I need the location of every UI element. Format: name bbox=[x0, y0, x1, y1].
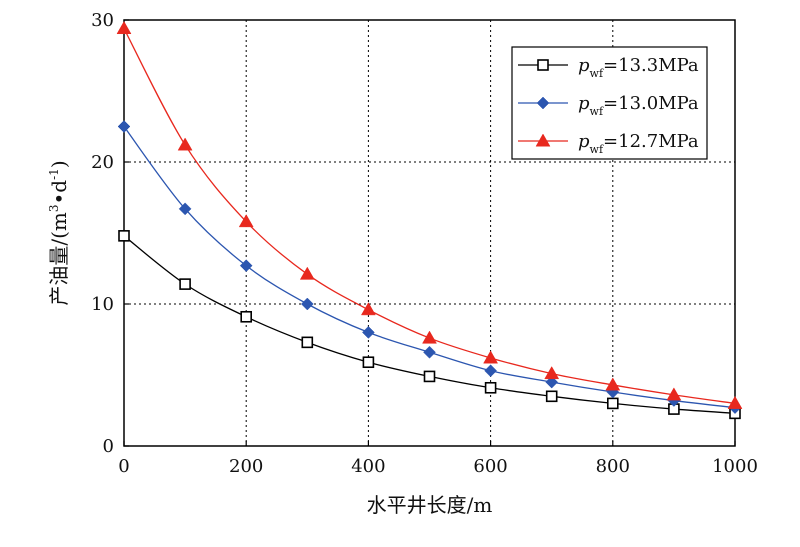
y-axis-label-end: ) bbox=[47, 160, 71, 168]
data-point bbox=[727, 395, 743, 409]
data-point bbox=[301, 336, 314, 349]
data-point bbox=[423, 345, 436, 359]
legend-label: pwf=13.3MPa bbox=[578, 55, 699, 80]
x-axis-label: 水平井长度/m bbox=[367, 493, 493, 517]
legend-label: pwf=12.7MPa bbox=[578, 131, 699, 156]
data-point bbox=[423, 370, 436, 383]
x-tick-label: 800 bbox=[596, 456, 630, 477]
data-point bbox=[544, 366, 560, 380]
data-point bbox=[362, 326, 375, 339]
series-line bbox=[123, 235, 736, 414]
legend-marker bbox=[535, 133, 551, 147]
legend-label-value: =12.7MPa bbox=[603, 131, 699, 152]
series-3 bbox=[116, 21, 743, 409]
data-point bbox=[545, 375, 559, 389]
data-point bbox=[606, 397, 619, 410]
y-axis-label: 产油量/(m3•d-1) bbox=[47, 160, 71, 305]
legend-label-prefix: p bbox=[578, 93, 590, 114]
legend-label-subscript: wf bbox=[590, 67, 604, 80]
data-point bbox=[666, 387, 682, 401]
legend-label-subscript: wf bbox=[590, 143, 604, 156]
data-point bbox=[422, 330, 437, 344]
y-axis-label-mid: •d bbox=[47, 180, 71, 205]
legend-marker bbox=[537, 59, 549, 71]
data-point bbox=[362, 356, 375, 369]
data-point bbox=[483, 350, 499, 364]
series-line bbox=[123, 28, 736, 405]
data-point bbox=[177, 137, 193, 151]
legend-label-prefix: p bbox=[578, 55, 590, 76]
series-2 bbox=[117, 120, 742, 415]
data-point bbox=[238, 214, 254, 228]
series-layer bbox=[116, 21, 743, 420]
data-point bbox=[484, 364, 497, 378]
data-point bbox=[299, 266, 315, 280]
legend-label-subscript: wf bbox=[590, 105, 604, 118]
legend-label-value: =13.0MPa bbox=[603, 93, 699, 114]
axis-ticks: 0 200 400 600 800 1000 0 10 20 30 bbox=[91, 10, 758, 477]
data-point bbox=[117, 120, 131, 133]
legend-marker bbox=[536, 96, 550, 110]
legend-label-value: =13.3MPa bbox=[603, 55, 699, 76]
data-point bbox=[545, 390, 558, 403]
data-point bbox=[178, 202, 192, 216]
data-point bbox=[484, 381, 497, 394]
data-point bbox=[605, 377, 621, 391]
y-axis-label-sup1: 3 bbox=[47, 204, 61, 212]
data-point bbox=[118, 230, 130, 242]
data-point bbox=[360, 302, 376, 316]
x-tick-label: 200 bbox=[229, 456, 263, 477]
legend-label: pwf=13.0MPa bbox=[578, 93, 699, 118]
data-point bbox=[239, 259, 253, 273]
y-tick-label: 20 bbox=[91, 152, 114, 173]
x-tick-label: 600 bbox=[473, 456, 507, 477]
y-axis-label-main: 产油量/(m bbox=[47, 212, 71, 306]
series-line bbox=[123, 126, 736, 409]
x-tick-label: 400 bbox=[351, 456, 385, 477]
y-tick-label: 10 bbox=[91, 294, 114, 315]
series-1 bbox=[118, 230, 741, 420]
x-tick-label: 0 bbox=[118, 456, 129, 477]
data-point bbox=[300, 297, 314, 311]
legend-entry-3: pwf=12.7MPa bbox=[518, 131, 699, 156]
legend-entry-2: pwf=13.0MPa bbox=[518, 93, 699, 118]
data-point bbox=[240, 310, 252, 323]
y-axis-label-sup2: -1 bbox=[47, 168, 61, 180]
y-tick-label: 0 bbox=[103, 436, 114, 457]
y-tick-label: 30 bbox=[91, 10, 114, 31]
data-point bbox=[116, 21, 132, 35]
data-point bbox=[179, 278, 191, 290]
legend-label-prefix: p bbox=[578, 131, 590, 152]
legend-entry-1: pwf=13.3MPa bbox=[518, 55, 699, 80]
x-tick-label: 1000 bbox=[712, 456, 758, 477]
